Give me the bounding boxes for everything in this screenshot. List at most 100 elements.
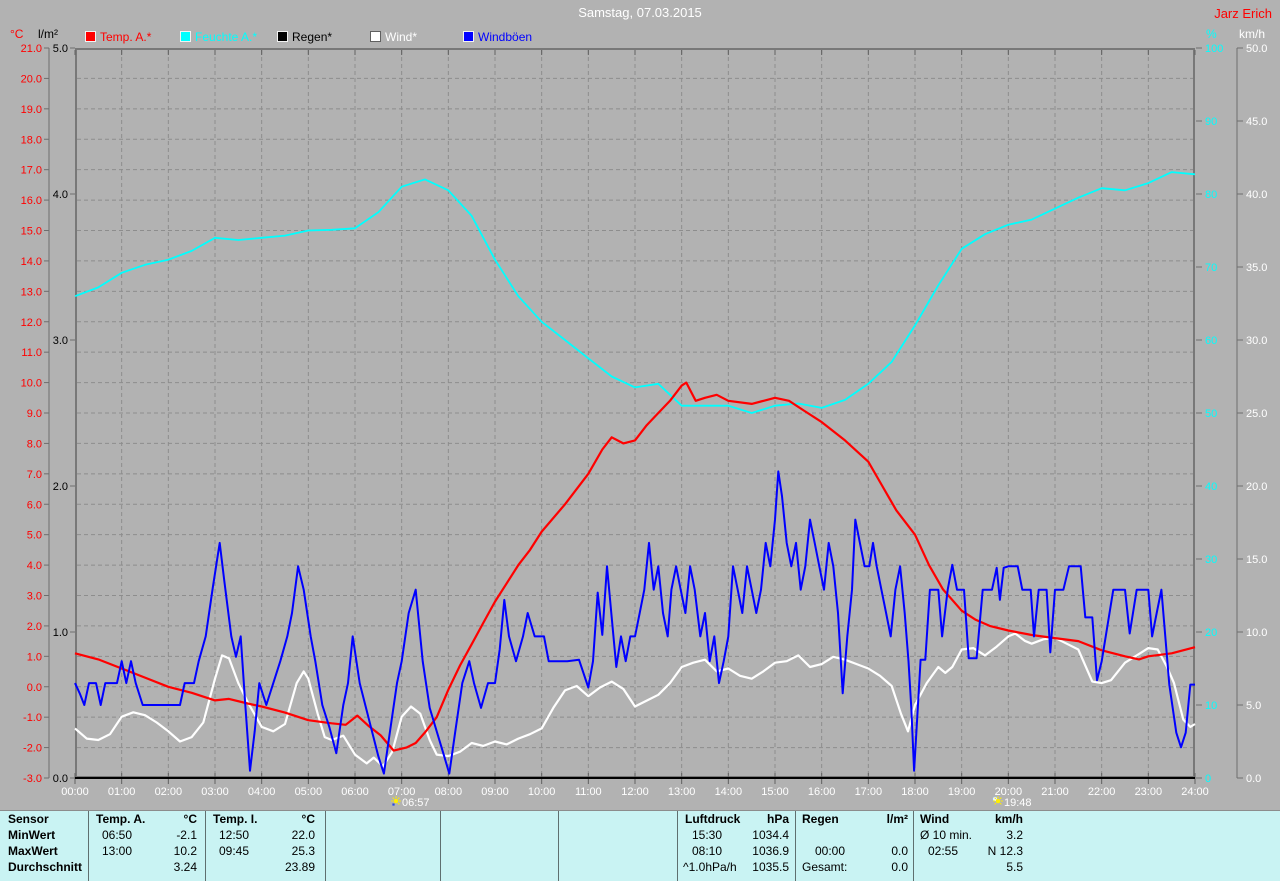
wind-series-swatch [370, 31, 381, 42]
owner-name: Jarz Erich [1214, 6, 1272, 21]
sunset-icon: 19:48 [992, 796, 1032, 809]
pressure-header: Luftdruck [685, 812, 741, 826]
svg-text:13:00: 13:00 [668, 786, 696, 798]
svg-text:17.0: 17.0 [21, 165, 42, 177]
svg-text:23:00: 23:00 [1135, 786, 1163, 798]
svg-text:50: 50 [1205, 408, 1217, 420]
svg-text:20.0: 20.0 [21, 73, 42, 85]
svg-text:20.0: 20.0 [1246, 481, 1267, 493]
svg-text:04:00: 04:00 [248, 786, 276, 798]
svg-text:15:00: 15:00 [761, 786, 789, 798]
temp-a-max-value: 10.2 [173, 844, 197, 858]
svg-text:0.0: 0.0 [53, 773, 68, 785]
temp-a-min-value: -2.1 [176, 828, 197, 842]
svg-text:14.0: 14.0 [21, 256, 42, 268]
svg-text:80: 80 [1205, 189, 1217, 201]
svg-text:12.0: 12.0 [21, 317, 42, 329]
windspeed-axis: 50.0 45.0 40.0 35.0 30.0 25.0 20.0 15.0 10.0 5.0 0… [1236, 43, 1267, 785]
wind-avg10-label: Ø 10 min. [920, 828, 973, 842]
svg-text:2.0: 2.0 [27, 621, 42, 633]
temp-i-min-time: 12:50 [219, 828, 250, 842]
pressure-max-value: 1036.9 [752, 844, 789, 858]
gridlines [77, 50, 1193, 776]
temp-i-unit: °C [301, 812, 315, 826]
svg-text:-1.0: -1.0 [23, 712, 42, 724]
svg-text:5.0: 5.0 [1246, 700, 1261, 712]
svg-text:50.0: 50.0 [1246, 43, 1267, 55]
svg-text:07:00: 07:00 [388, 786, 416, 798]
pressure-trend: ^1.0hPa/h [683, 860, 737, 874]
pressure-current: 1035.5 [752, 860, 789, 874]
svg-text:45.0: 45.0 [1246, 116, 1267, 128]
svg-text:13.0: 13.0 [21, 286, 42, 298]
svg-text:09:00: 09:00 [481, 786, 509, 798]
statistics-table: Sensor MinWert MaxWert Durchschnitt Temp… [0, 810, 1280, 881]
svg-text:2.0: 2.0 [53, 481, 68, 493]
legend-item-wind: Wind* [370, 30, 417, 44]
svg-text:6.0: 6.0 [27, 499, 42, 511]
svg-text:1.0: 1.0 [53, 627, 68, 639]
svg-text:08:00: 08:00 [435, 786, 463, 798]
temp-a-max-time: 13:00 [102, 844, 133, 858]
svg-text:14:00: 14:00 [715, 786, 743, 798]
row-label-minwert: MinWert [8, 828, 56, 842]
x-axis-labels: 00:00 01:00 02:00 03:00 04:00 05:00 06:00 07:00… [61, 786, 1209, 798]
svg-text:01:00: 01:00 [108, 786, 136, 798]
temp-series-swatch [85, 31, 96, 42]
svg-text:10.0: 10.0 [1246, 627, 1267, 639]
svg-text:1.0: 1.0 [27, 651, 42, 663]
svg-text:21:00: 21:00 [1041, 786, 1069, 798]
svg-text:05:00: 05:00 [295, 786, 323, 798]
svg-text:11:00: 11:00 [575, 786, 602, 798]
svg-text:20: 20 [1205, 627, 1217, 639]
pressure-max-time: 08:10 [692, 844, 723, 858]
svg-text:40.0: 40.0 [1246, 189, 1267, 201]
svg-text:00:00: 00:00 [61, 786, 89, 798]
svg-text:0.0: 0.0 [1246, 773, 1261, 785]
temp-a-min-time: 06:50 [102, 828, 133, 842]
wind-max-value: N 12.3 [987, 844, 1023, 858]
pressure-min-time: 15:30 [692, 828, 723, 842]
row-label-maxwert: MaxWert [8, 844, 58, 858]
sunrise-icon: 06:57 [391, 796, 430, 809]
temp-i-avg-value: 23.89 [284, 860, 315, 874]
svg-text:03:00: 03:00 [201, 786, 229, 798]
svg-text:35.0: 35.0 [1246, 262, 1267, 274]
gusts-series-line [74, 470, 1195, 775]
svg-text:0.0: 0.0 [27, 682, 42, 694]
hour-ticks [74, 50, 1196, 784]
pressure-unit: hPa [766, 812, 789, 826]
rain-value: 0.0 [891, 844, 908, 858]
svg-text:11.0: 11.0 [21, 347, 42, 359]
legend-item-gusts: Windböen [463, 30, 532, 44]
svg-text:18:00: 18:00 [901, 786, 929, 798]
svg-text:9.0: 9.0 [27, 408, 42, 420]
svg-text:22:00: 22:00 [1088, 786, 1116, 798]
svg-text:15.0: 15.0 [1246, 554, 1267, 566]
wind-axis-unit: km/h [1239, 27, 1266, 41]
temp-i-min-value: 22.0 [291, 828, 315, 842]
svg-text:17:00: 17:00 [855, 786, 883, 798]
svg-text:25.0: 25.0 [1246, 408, 1267, 420]
svg-text:02:00: 02:00 [155, 786, 183, 798]
wind-avg10-value: 3.2 [1006, 828, 1023, 842]
chart-canvas: 21.0 20.0 19.0 18.0 17.0 16.0 15.0 14.0 13.0 12.0… [21, 43, 1268, 809]
svg-text:4.0: 4.0 [53, 189, 68, 201]
svg-text:3.0: 3.0 [27, 591, 42, 603]
page-title: Samstag, 07.03.2015 [578, 5, 702, 20]
svg-text:10.0: 10.0 [21, 378, 42, 390]
table-divider [795, 811, 796, 881]
rain-time: 00:00 [815, 844, 846, 858]
humidity-axis-unit: % [1206, 27, 1217, 41]
svg-text:100: 100 [1205, 43, 1223, 55]
temp-i-header: Temp. I. [213, 812, 258, 826]
svg-text:12:00: 12:00 [621, 786, 649, 798]
rain-total-value: 0.0 [891, 860, 908, 874]
svg-text:19:48: 19:48 [1004, 797, 1032, 809]
svg-text:21.0: 21.0 [21, 43, 42, 55]
humidity-series-swatch [180, 31, 191, 42]
row-label-durchschnitt: Durchschnitt [8, 860, 83, 874]
legend-item-temp: Temp. A.* [85, 30, 151, 44]
svg-text:18.0: 18.0 [21, 134, 42, 146]
